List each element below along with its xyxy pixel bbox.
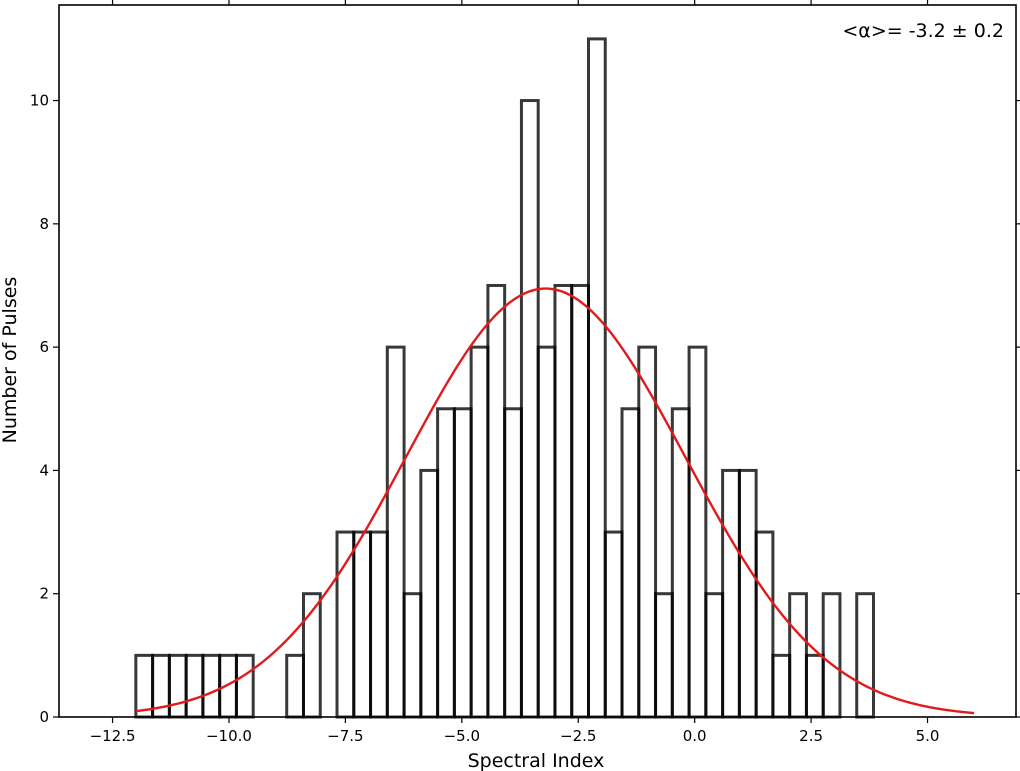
x-tick-label: 2.5 — [799, 727, 823, 745]
fit-curve — [135, 287, 975, 715]
histogram-bar — [637, 345, 658, 719]
histogram-bar — [486, 283, 507, 719]
histogram-bar — [804, 653, 825, 719]
y-axis-label: Number of Pulses — [0, 277, 21, 444]
histogram-bar — [218, 653, 238, 719]
y-tick-label: 8 — [39, 215, 49, 233]
histogram-bar — [419, 468, 440, 719]
histogram-bar — [737, 468, 758, 719]
histogram-bar — [452, 407, 473, 719]
x-tick-label: −2.5 — [560, 727, 596, 745]
histogram-bar — [687, 345, 708, 719]
histogram-bar — [553, 283, 574, 719]
histogram-bar — [436, 407, 456, 719]
histogram-bar — [536, 345, 557, 719]
x-tick-label: −7.5 — [327, 727, 363, 745]
histogram-bar — [234, 653, 255, 719]
histogram-bar — [167, 653, 188, 719]
histogram-bar — [369, 530, 389, 719]
histogram-bar — [620, 407, 641, 719]
histogram-bar — [704, 592, 725, 719]
histogram-bar — [335, 530, 356, 719]
x-tick-label: −12.5 — [90, 727, 136, 745]
axes — [58, 4, 1017, 718]
histogram-bar — [285, 653, 305, 719]
plot-frame — [58, 4, 1017, 718]
ticks: −12.5 −10.0 −7.5 −5.0 −2.5 0.0 2.5 5.0 0 2 4 6 8 10 — [30, 0, 1020, 745]
histogram-bar — [821, 592, 842, 719]
histogram-bar — [754, 530, 775, 719]
y-tick-label: 6 — [39, 338, 49, 356]
y-tick-label: 2 — [39, 585, 49, 603]
histogram-bar — [586, 37, 607, 719]
histogram-bar — [788, 592, 808, 719]
histogram-bar — [385, 345, 406, 719]
histogram-bar — [519, 99, 540, 719]
histogram-bar — [201, 653, 222, 719]
histogram-bar — [570, 283, 590, 719]
histogram-bar — [855, 592, 875, 719]
x-tick-label: 0.0 — [683, 727, 707, 745]
x-axis-label: Spectral Index — [468, 750, 605, 771]
histogram-bar — [352, 530, 373, 719]
histogram-bar — [670, 407, 691, 719]
histogram-bar — [134, 653, 155, 719]
histogram-bar — [184, 653, 205, 719]
histogram-bar — [654, 592, 674, 719]
histogram-bar — [603, 530, 624, 719]
y-tick-label: 4 — [39, 461, 49, 479]
mean-spectral-index-annotation: <α>= -3.2 ± 0.2 — [842, 20, 1004, 42]
histogram-bar — [469, 345, 490, 719]
histogram-bar — [402, 592, 423, 719]
histogram-bar — [721, 468, 741, 719]
x-tick-label: −10.0 — [206, 727, 252, 745]
x-tick-label: −5.0 — [444, 727, 480, 745]
gaussian-fit — [135, 287, 975, 715]
histogram-bar — [771, 653, 792, 719]
histogram-bars — [134, 37, 875, 719]
histogram-bar — [503, 407, 523, 719]
y-tick-label: 10 — [30, 92, 49, 110]
x-tick-label: 5.0 — [916, 727, 940, 745]
y-tick-label: 0 — [39, 708, 49, 726]
